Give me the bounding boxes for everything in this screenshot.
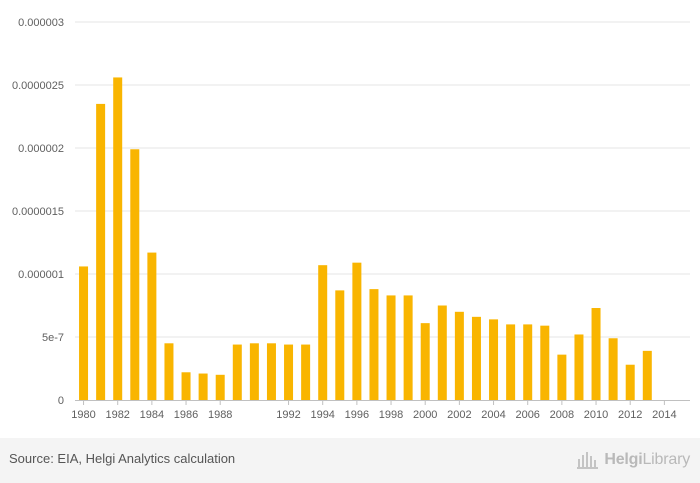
y-tick-label: 0 bbox=[58, 395, 64, 407]
bar-1987[interactable] bbox=[198, 373, 208, 400]
x-tick-label: 2006 bbox=[515, 409, 539, 421]
bar-1980[interactable] bbox=[79, 266, 89, 400]
bar-2012[interactable] bbox=[625, 364, 635, 400]
bar-1981[interactable] bbox=[96, 103, 106, 401]
footer: Source: EIA, Helgi Analytics calculation… bbox=[0, 438, 700, 483]
bar-2001[interactable] bbox=[437, 305, 447, 401]
x-tick-label: 2014 bbox=[652, 409, 676, 421]
x-tick-label: 1984 bbox=[140, 409, 164, 421]
y-tick-label: 0.0000015 bbox=[12, 206, 64, 218]
y-tick-label: 0.000002 bbox=[18, 143, 64, 155]
library-icon bbox=[577, 452, 599, 469]
y-axis-labels: 0 5e-7 0.000001 0.0000015 0.000002 0.0000025 0… bbox=[12, 17, 64, 407]
bar-2008[interactable] bbox=[557, 354, 567, 400]
x-tick-label: 1980 bbox=[71, 409, 95, 421]
brand-main: Helgi bbox=[604, 451, 643, 468]
x-tick-label: 1986 bbox=[174, 409, 198, 421]
gridlines bbox=[75, 21, 690, 338]
bar-2013[interactable] bbox=[642, 350, 652, 400]
bar-1988[interactable] bbox=[215, 374, 225, 400]
bar-2003[interactable] bbox=[471, 316, 481, 400]
source-text: Source: EIA, Helgi Analytics calculation bbox=[9, 451, 236, 466]
x-tick-label: 1992 bbox=[276, 409, 300, 421]
x-tick-label: 1996 bbox=[345, 409, 369, 421]
y-tick-label: 0.0000025 bbox=[12, 80, 64, 92]
bars bbox=[79, 77, 652, 401]
bar-1991[interactable] bbox=[266, 343, 276, 400]
x-tick-label: 1994 bbox=[310, 409, 334, 421]
bar-1997[interactable] bbox=[369, 289, 379, 400]
bar-1983[interactable] bbox=[130, 149, 140, 400]
bar-1982[interactable] bbox=[113, 77, 123, 400]
bar-1996[interactable] bbox=[352, 262, 362, 400]
bar-2009[interactable] bbox=[574, 334, 584, 400]
bar-1989[interactable] bbox=[232, 344, 242, 400]
bar-1986[interactable] bbox=[181, 372, 191, 400]
x-axis: 1980 1982 1984 1986 1988 1992 1994 1996 1998 2000… bbox=[71, 400, 690, 421]
bar-2011[interactable] bbox=[608, 338, 618, 400]
bar-2002[interactable] bbox=[454, 311, 464, 400]
bar-2007[interactable] bbox=[540, 325, 550, 400]
y-tick-label: 0.000001 bbox=[18, 269, 64, 281]
x-tick-label: 2004 bbox=[481, 409, 505, 421]
bar-1993[interactable] bbox=[301, 344, 311, 400]
bar-1998[interactable] bbox=[386, 295, 396, 400]
brand-logo[interactable]: HelgiLibrary bbox=[577, 448, 690, 472]
bar-2010[interactable] bbox=[591, 308, 601, 400]
bar-2000[interactable] bbox=[420, 323, 430, 400]
brand-name: HelgiLibrary bbox=[604, 451, 690, 469]
bar-2006[interactable] bbox=[523, 324, 533, 400]
bar-1992[interactable] bbox=[284, 344, 294, 400]
x-tick-label: 1998 bbox=[379, 409, 403, 421]
y-tick-label: 0.000003 bbox=[18, 17, 64, 29]
bar-1984[interactable] bbox=[147, 252, 157, 400]
y-tick-label: 5e-7 bbox=[42, 332, 64, 344]
bar-2004[interactable] bbox=[489, 319, 499, 400]
bar-1999[interactable] bbox=[403, 295, 413, 400]
x-tick-label: 2010 bbox=[584, 409, 608, 421]
x-tick-label: 1988 bbox=[208, 409, 232, 421]
x-tick-label: 2012 bbox=[618, 409, 642, 421]
bar-1995[interactable] bbox=[335, 290, 345, 400]
brand-light: Library bbox=[642, 451, 690, 468]
bar-1990[interactable] bbox=[249, 343, 259, 400]
bar-chart: 0 5e-7 0.000001 0.0000015 0.000002 0.0000025 0… bbox=[12, 17, 690, 421]
x-tick-label: 1982 bbox=[105, 409, 129, 421]
bar-1985[interactable] bbox=[164, 343, 174, 400]
x-tick-label: 2002 bbox=[447, 409, 471, 421]
bar-1994[interactable] bbox=[318, 265, 328, 400]
x-tick-label: 2000 bbox=[413, 409, 437, 421]
x-tick-label: 2008 bbox=[550, 409, 574, 421]
bar-2005[interactable] bbox=[506, 324, 516, 400]
